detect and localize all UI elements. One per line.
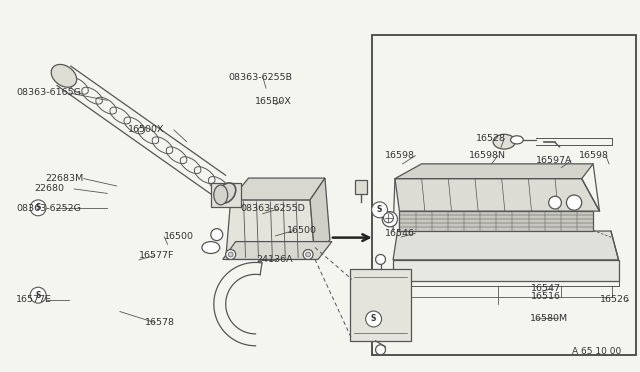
Text: S: S: [35, 203, 41, 212]
Text: S: S: [371, 314, 376, 324]
Bar: [372, 35, 636, 355]
Circle shape: [566, 195, 582, 210]
Circle shape: [226, 250, 236, 259]
Text: 08363-6255D: 08363-6255D: [241, 204, 305, 214]
Ellipse shape: [214, 185, 228, 205]
Polygon shape: [395, 164, 593, 179]
Text: 16578: 16578: [145, 318, 175, 327]
Text: 08363-6252G: 08363-6252G: [17, 203, 81, 213]
Circle shape: [228, 252, 233, 257]
Text: 16598: 16598: [385, 151, 415, 160]
Circle shape: [30, 200, 46, 216]
Text: 08363-6165G: 08363-6165G: [17, 89, 81, 97]
Text: 16577F: 16577F: [139, 251, 174, 260]
Text: 16547: 16547: [531, 284, 561, 293]
Polygon shape: [230, 178, 325, 200]
Circle shape: [30, 287, 46, 303]
Text: 16500: 16500: [164, 232, 195, 241]
Text: 16597A: 16597A: [536, 156, 572, 166]
Polygon shape: [393, 260, 618, 281]
Text: 16500X: 16500X: [128, 125, 164, 134]
Ellipse shape: [511, 136, 524, 144]
Text: 16577E: 16577E: [17, 295, 52, 304]
Text: S: S: [377, 205, 382, 214]
Bar: [350, 269, 412, 341]
Polygon shape: [223, 241, 332, 259]
Bar: [211, 183, 241, 207]
Ellipse shape: [202, 241, 220, 253]
Text: 22683M: 22683M: [45, 174, 84, 183]
Text: S: S: [35, 291, 41, 300]
Circle shape: [306, 252, 310, 257]
Text: 16526: 16526: [600, 295, 630, 304]
Circle shape: [548, 196, 561, 209]
Text: 16580M: 16580M: [530, 314, 568, 323]
Text: 16598N: 16598N: [469, 151, 506, 160]
Ellipse shape: [218, 183, 236, 203]
Circle shape: [303, 250, 313, 259]
Circle shape: [211, 229, 223, 241]
Text: 16500: 16500: [287, 226, 317, 235]
Text: 08363-6255B: 08363-6255B: [228, 73, 292, 81]
Circle shape: [382, 212, 397, 227]
Ellipse shape: [51, 64, 77, 87]
Ellipse shape: [493, 134, 515, 149]
Polygon shape: [310, 178, 330, 259]
Text: 16546: 16546: [385, 229, 415, 238]
Text: 165B0X: 165B0X: [255, 97, 291, 106]
Text: 22680: 22680: [34, 185, 64, 193]
Polygon shape: [355, 180, 367, 194]
Circle shape: [376, 345, 385, 355]
Circle shape: [372, 202, 387, 218]
Polygon shape: [399, 211, 593, 231]
Circle shape: [365, 311, 381, 327]
Polygon shape: [395, 179, 600, 211]
Text: A 65 10 00: A 65 10 00: [572, 347, 621, 356]
Polygon shape: [393, 231, 618, 260]
Circle shape: [383, 213, 394, 223]
Text: 16516: 16516: [531, 292, 561, 301]
Circle shape: [376, 254, 385, 264]
Text: 24136A: 24136A: [257, 255, 293, 264]
Text: 16528: 16528: [476, 134, 506, 143]
Text: 16598: 16598: [579, 151, 609, 160]
Polygon shape: [226, 200, 315, 259]
